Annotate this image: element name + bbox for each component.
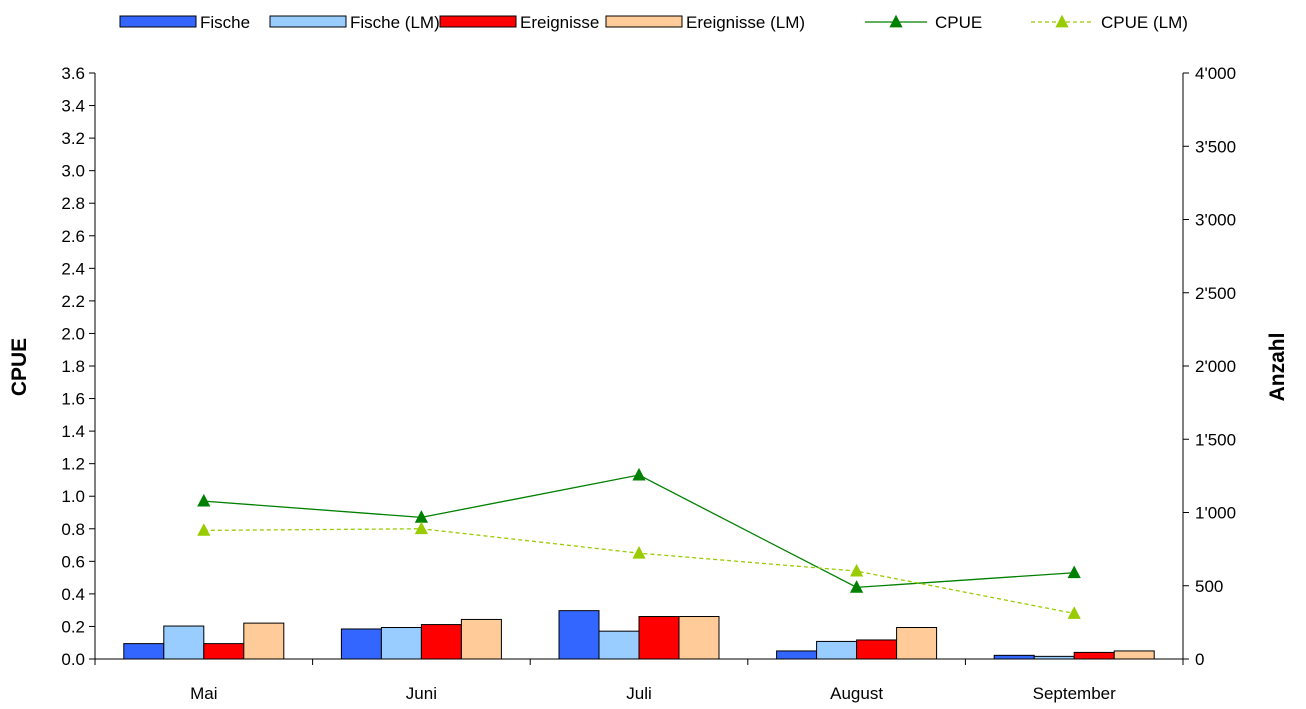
bar-layer (123, 610, 1155, 660)
bar (558, 610, 600, 660)
y-tick-label-left: 3.0 (61, 162, 85, 181)
legend-swatch (439, 15, 517, 28)
axes: 0.0 0.2 0.4 0.6 0.8 1.0 1.2 1.4 1.6 1.8 2.0 2.2 2.4 2… (61, 64, 1236, 703)
bar (123, 643, 165, 660)
bar (776, 650, 818, 660)
y-tick-label-left: 1.8 (61, 357, 85, 376)
line-marker (197, 493, 211, 507)
y-tick-label-left: 0.4 (61, 585, 85, 604)
legend-label: Fische (200, 13, 250, 32)
y-tick-label-right: 500 (1195, 577, 1223, 596)
bar (203, 643, 245, 660)
legend-label: CPUE (LM) (1101, 13, 1188, 32)
y-tick-label-left: 2.6 (61, 227, 85, 246)
y-tick-label-right: 2'000 (1195, 357, 1236, 376)
y-tick-label-left: 1.6 (61, 390, 85, 409)
line-marker (632, 545, 646, 559)
y-tick-label-left: 2.4 (61, 259, 85, 278)
y-tick-label-right: 3'000 (1195, 211, 1236, 230)
y-tick-label-left: 3.6 (61, 64, 85, 83)
y-tick-label-left: 0.6 (61, 552, 85, 571)
y-tick-label-left: 3.2 (61, 129, 85, 148)
y-tick-label-right: 1'500 (1195, 430, 1236, 449)
y-tick-label-left: 0.0 (61, 650, 85, 669)
legend-label: Ereignisse (LM) (686, 13, 805, 32)
legend-label: Fische (LM) (350, 13, 440, 32)
y-tick-label-left: 1.4 (61, 422, 85, 441)
bar (380, 627, 422, 660)
bar (896, 627, 938, 660)
line-marker (197, 523, 211, 536)
y-tick-label-left: 2.8 (61, 194, 85, 213)
legend-label: Ereignisse (520, 13, 599, 32)
line-marker (889, 14, 903, 28)
line-marker (850, 580, 864, 593)
bar (243, 622, 285, 660)
y-tick-label-left: 2.2 (61, 292, 85, 311)
legend-swatch (269, 15, 347, 28)
bar (598, 630, 640, 660)
line-marker (850, 563, 864, 577)
bar (678, 616, 720, 660)
x-tick-label: September (1033, 684, 1116, 703)
bar (340, 628, 382, 660)
x-tick-label: August (830, 684, 883, 703)
line-marker (414, 510, 428, 523)
line-marker (414, 521, 428, 535)
line-marker (632, 467, 646, 481)
bar (460, 618, 502, 660)
line-series (203, 528, 1075, 615)
line-marker (1067, 606, 1081, 619)
line-series (203, 474, 1075, 589)
bar (163, 625, 205, 660)
legend-label: CPUE (935, 13, 982, 32)
bar (856, 639, 898, 660)
y-tick-label-right: 3'500 (1195, 137, 1236, 156)
line-layer (197, 467, 1081, 619)
y-tick-label-left: 3.4 (61, 97, 85, 116)
y-axis-title-right: Anzahl (1266, 333, 1289, 402)
y-tick-label-left: 2.0 (61, 324, 85, 343)
y-tick-label-right: 1'000 (1195, 504, 1236, 523)
y-tick-label-left: 1.2 (61, 455, 85, 474)
legend-swatch (119, 15, 197, 28)
y-tick-label-left: 0.2 (61, 617, 85, 636)
y-tick-label-right: 4'000 (1195, 64, 1236, 83)
x-tick-label: Juni (406, 684, 437, 703)
y-tick-label-right: 2'500 (1195, 284, 1236, 303)
bar (1073, 651, 1115, 660)
y-axis-title-left: CPUE (8, 338, 31, 396)
y-tick-label-left: 1.0 (61, 487, 85, 506)
bar (420, 624, 462, 660)
bar (993, 654, 1035, 660)
line-marker (1067, 565, 1081, 579)
legend: Fische Fische (LM) Ereignisse Ereignisse (L… (119, 13, 1188, 32)
line-marker (1055, 14, 1069, 28)
x-tick-label: Juli (626, 684, 652, 703)
y-tick-label-right: 0 (1195, 650, 1204, 669)
bar (816, 640, 858, 660)
x-tick-label: Mai (190, 684, 217, 703)
bar (638, 616, 680, 660)
legend-swatch (605, 15, 683, 28)
y-tick-label-left: 0.8 (61, 520, 85, 539)
bar (1113, 650, 1155, 660)
